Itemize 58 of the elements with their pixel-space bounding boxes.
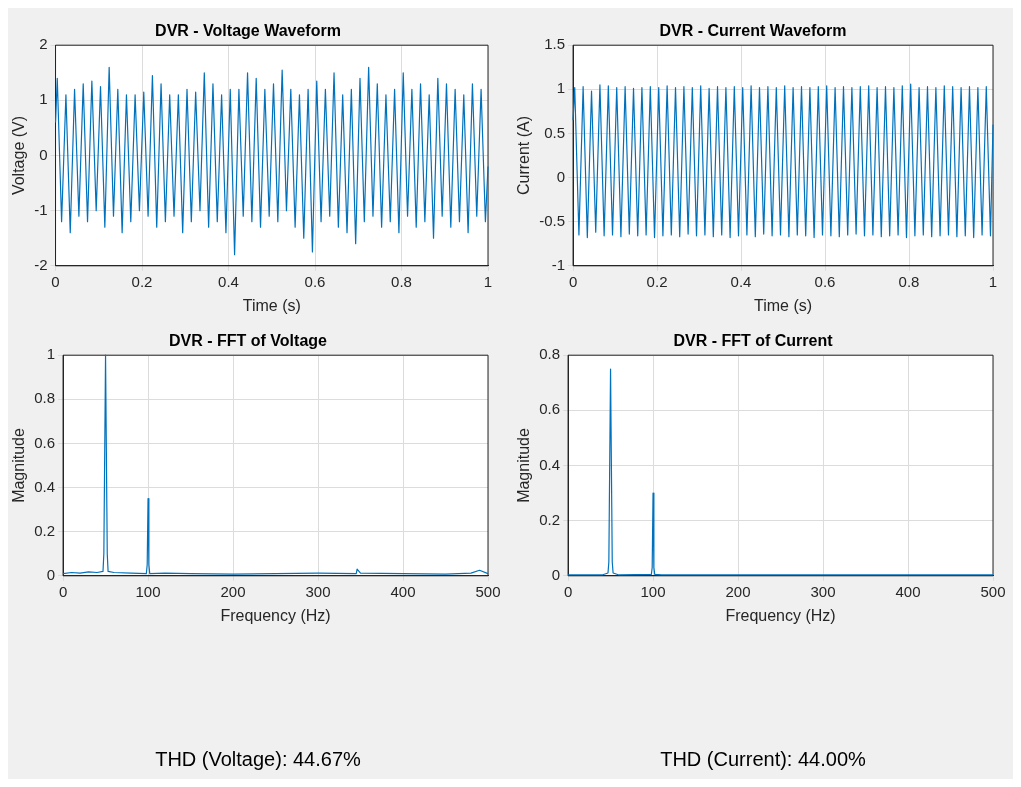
- x-axis-title: Time (s): [753, 296, 813, 314]
- y-tick-label: -1: [34, 200, 48, 218]
- x-axis-title: Frequency (Hz): [725, 606, 836, 624]
- x-tick-label: 0.2: [646, 272, 668, 290]
- y-axis-title: Voltage (V): [10, 115, 28, 196]
- y-axis-title: Current (A): [515, 115, 533, 196]
- text: THD (Voltage): 44.67%: [154, 748, 362, 771]
- x-tick-label: 300: [810, 582, 836, 600]
- x-axis-title: Frequency (Hz): [220, 606, 331, 624]
- chart-title: DVR - FFT of Current: [673, 332, 834, 350]
- x-tick-label: 0.6: [304, 272, 326, 290]
- y-tick-label: 1: [556, 79, 566, 97]
- x-tick-label: 0: [568, 272, 578, 290]
- y-tick-label: 0.6: [34, 433, 56, 451]
- y-tick-label: 1: [46, 345, 56, 363]
- x-tick-label: 400: [895, 582, 921, 600]
- x-tick-label: 200: [220, 582, 246, 600]
- y-tick-label: -0.5: [539, 211, 566, 229]
- x-tick-label: 0: [58, 582, 68, 600]
- x-axis-title: Time (s): [242, 296, 301, 314]
- y-tick-label: 0.8: [539, 345, 561, 363]
- y-tick-label: 0.2: [539, 510, 561, 528]
- x-tick-label: 0.4: [218, 272, 239, 290]
- x-tick-label: 400: [390, 582, 416, 600]
- x-tick-label: 1: [483, 272, 493, 290]
- y-tick-label: 0.4: [539, 455, 561, 473]
- y-tick-label: 0: [39, 145, 48, 163]
- y-tick-label: 0: [551, 565, 561, 583]
- y-axis-title: Magnitude: [515, 428, 533, 503]
- x-tick-label: 300: [305, 582, 331, 600]
- text: THD (Current): 44.00%: [659, 748, 867, 771]
- y-tick-label: 0.5: [544, 123, 566, 141]
- chart-title: DVR - Voltage Waveform: [155, 22, 341, 40]
- x-tick-label: 0.2: [131, 272, 153, 290]
- y-tick-label: 1: [39, 90, 48, 108]
- y-tick-label: 0: [46, 565, 56, 583]
- y-tick-label: 0: [556, 167, 566, 185]
- chart-title: DVR - FFT of Voltage: [169, 332, 328, 350]
- y-tick-label: 0.2: [34, 521, 56, 539]
- x-tick-label: 500: [980, 582, 1006, 600]
- y-tick-label: 1.5: [544, 35, 566, 53]
- y-tick-label: -2: [34, 255, 48, 273]
- y-tick-label: 0.6: [539, 400, 561, 418]
- x-tick-label: 100: [640, 582, 666, 600]
- y-axis-title: Magnitude: [10, 428, 28, 503]
- x-tick-label: 1: [988, 272, 998, 290]
- y-tick-label: 2: [39, 35, 48, 53]
- y-tick-label: 0.8: [34, 389, 56, 407]
- x-tick-label: 500: [475, 582, 501, 600]
- chart-title: DVR - Current Waveform: [659, 22, 847, 40]
- x-tick-label: 0.4: [730, 272, 752, 290]
- x-tick-label: 0.8: [898, 272, 920, 290]
- y-tick-label: -1: [551, 255, 566, 273]
- x-tick-label: 0.8: [391, 272, 412, 290]
- x-tick-label: 100: [135, 582, 161, 600]
- y-tick-label: 0.4: [34, 477, 56, 495]
- x-tick-label: 200: [725, 582, 751, 600]
- x-tick-label: 0.6: [814, 272, 836, 290]
